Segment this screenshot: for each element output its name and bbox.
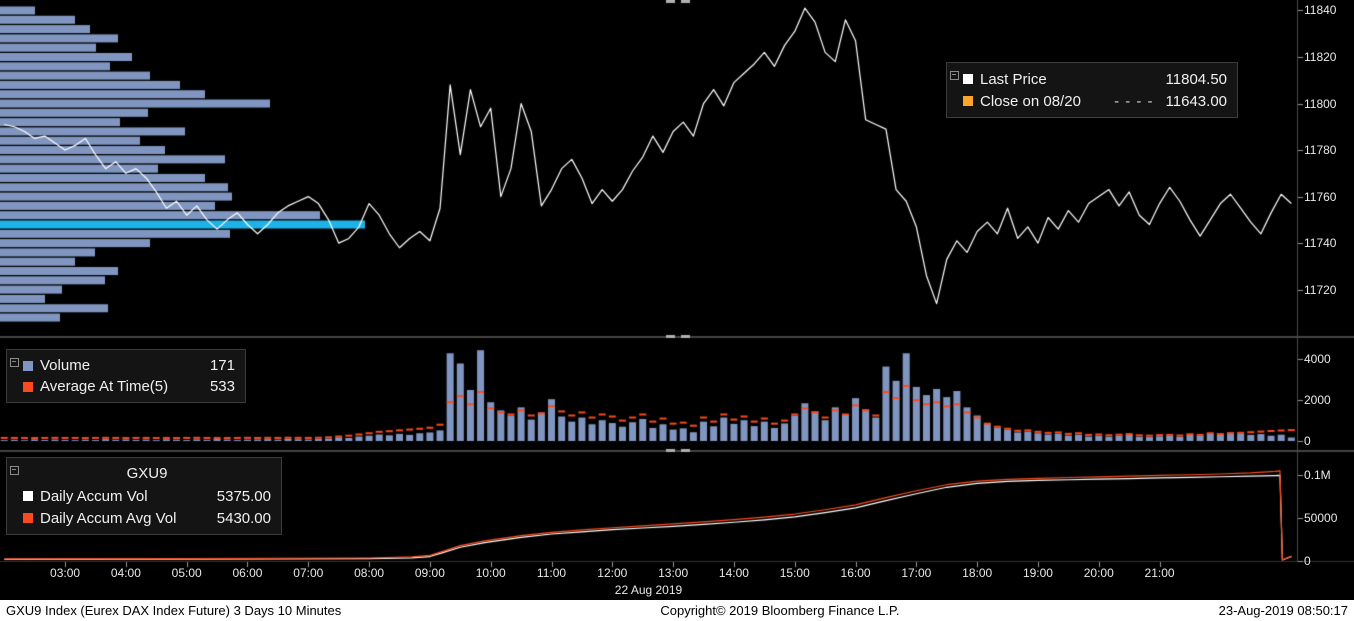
y-tick-label: 11840	[1304, 3, 1337, 18]
daily-accum-vol-label: Daily Accum Vol	[40, 487, 148, 505]
daily-accum-avg-vol-value: 5430.00	[216, 509, 271, 527]
y-axis[interactable]: 11840 11820 11800 11780 11760 11740 11720 4000 2…	[1297, 0, 1354, 600]
last-price-label: Last Price	[980, 70, 1047, 88]
status-copyright-text: Copyright© 2019 Bloomberg Finance L.P.	[660, 603, 900, 618]
accum-legend-title: GXU9	[126, 465, 168, 482]
y-tick-label: 0.1M	[1304, 468, 1331, 483]
legend-collapse-icon[interactable]	[10, 358, 19, 367]
x-tick-label: 12:00	[597, 566, 628, 580]
y-tick-label: 11780	[1304, 143, 1337, 158]
y-tick-label: 50000	[1304, 511, 1338, 526]
x-tick-label: 05:00	[171, 566, 202, 580]
close-legend-row: Close on 08/20 - - - - 11643.00	[963, 90, 1227, 112]
x-tick-label: 09:00	[414, 566, 445, 580]
x-axis[interactable]: 22 Aug 2019 03:00 04:00 05:00 06:00 07:00 08:…	[0, 561, 1297, 600]
x-tick-label: 07:00	[293, 566, 324, 580]
close-dash-sample: - - - -	[1114, 92, 1154, 110]
volume-swatch	[23, 360, 33, 371]
x-tick-label: 04:00	[110, 566, 141, 580]
status-bar: GXU9 Index (Eurex DAX Index Future) 3 Da…	[0, 600, 1354, 621]
legend-collapse-icon[interactable]	[950, 71, 959, 80]
legend-collapse-icon[interactable]	[10, 466, 19, 475]
average-at-time-legend-row: Average At Time(5) 533	[23, 376, 235, 397]
x-axis-date-label: 22 Aug 2019	[614, 583, 683, 597]
volume-label: Volume	[40, 357, 91, 374]
x-tick-label: 10:00	[475, 566, 506, 580]
y-tick-label: 2000	[1304, 393, 1331, 408]
y-tick-label: 11800	[1304, 96, 1337, 111]
daily-accum-vol-value: 5375.00	[216, 487, 271, 505]
volume-legend[interactable]: Volume 171 Average At Time(5) 533	[6, 349, 246, 403]
x-tick-label: 19:00	[1022, 566, 1053, 580]
y-tick-label: 11820	[1304, 49, 1337, 64]
daily-accum-avg-vol-swatch	[23, 513, 33, 523]
x-tick-label: 21:00	[1144, 566, 1175, 580]
x-tick-label: 15:00	[779, 566, 810, 580]
average-at-time-swatch	[23, 381, 33, 392]
last-price-swatch	[963, 74, 973, 84]
volume-legend-row: Volume 171	[23, 355, 235, 376]
close-swatch	[963, 96, 973, 106]
x-tick-label: 11:00	[536, 566, 567, 580]
volume-value: 171	[209, 357, 235, 374]
y-tick-label: 11720	[1304, 282, 1337, 297]
average-at-time-label: Average At Time(5)	[40, 378, 169, 395]
y-tick-label: 0	[1304, 554, 1311, 568]
close-label: Close on 08/20	[980, 92, 1081, 110]
x-tick-label: 20:00	[1083, 566, 1114, 580]
status-instrument-text: GXU9 Index (Eurex DAX Index Future) 3 Da…	[6, 603, 342, 618]
daily-accum-avg-vol-label: Daily Accum Avg Vol	[40, 509, 177, 527]
x-tick-label: 17:00	[901, 566, 932, 580]
x-tick-label: 14:00	[718, 566, 749, 580]
y-tick-label: 4000	[1304, 352, 1331, 367]
price-legend[interactable]: Last Price 11804.50 Close on 08/20 - - -…	[946, 62, 1238, 118]
x-tick-label: 13:00	[658, 566, 689, 580]
average-at-time-value: 533	[209, 378, 235, 395]
last-price-value: 11804.50	[1165, 70, 1227, 88]
x-tick-label: 18:00	[962, 566, 993, 580]
status-datetime-text: 23-Aug-2019 08:50:17	[1218, 603, 1348, 618]
daily-accum-avg-vol-row: Daily Accum Avg Vol 5430.00	[23, 507, 271, 529]
last-price-legend-row: Last Price 11804.50	[963, 68, 1227, 90]
y-tick-label: 11740	[1304, 236, 1337, 251]
close-value: 11643.00	[1165, 92, 1227, 110]
y-tick-label: 0	[1304, 434, 1311, 448]
daily-accum-vol-row: Daily Accum Vol 5375.00	[23, 485, 271, 507]
x-tick-label: 06:00	[232, 566, 263, 580]
daily-accum-vol-swatch	[23, 491, 33, 501]
y-tick-label: 11760	[1304, 189, 1337, 204]
x-tick-label: 16:00	[840, 566, 871, 580]
x-tick-label: 08:00	[354, 566, 385, 580]
accum-legend[interactable]: GXU9 Daily Accum Vol 5375.00 Daily Accum…	[6, 457, 282, 535]
x-tick-label: 03:00	[50, 566, 81, 580]
